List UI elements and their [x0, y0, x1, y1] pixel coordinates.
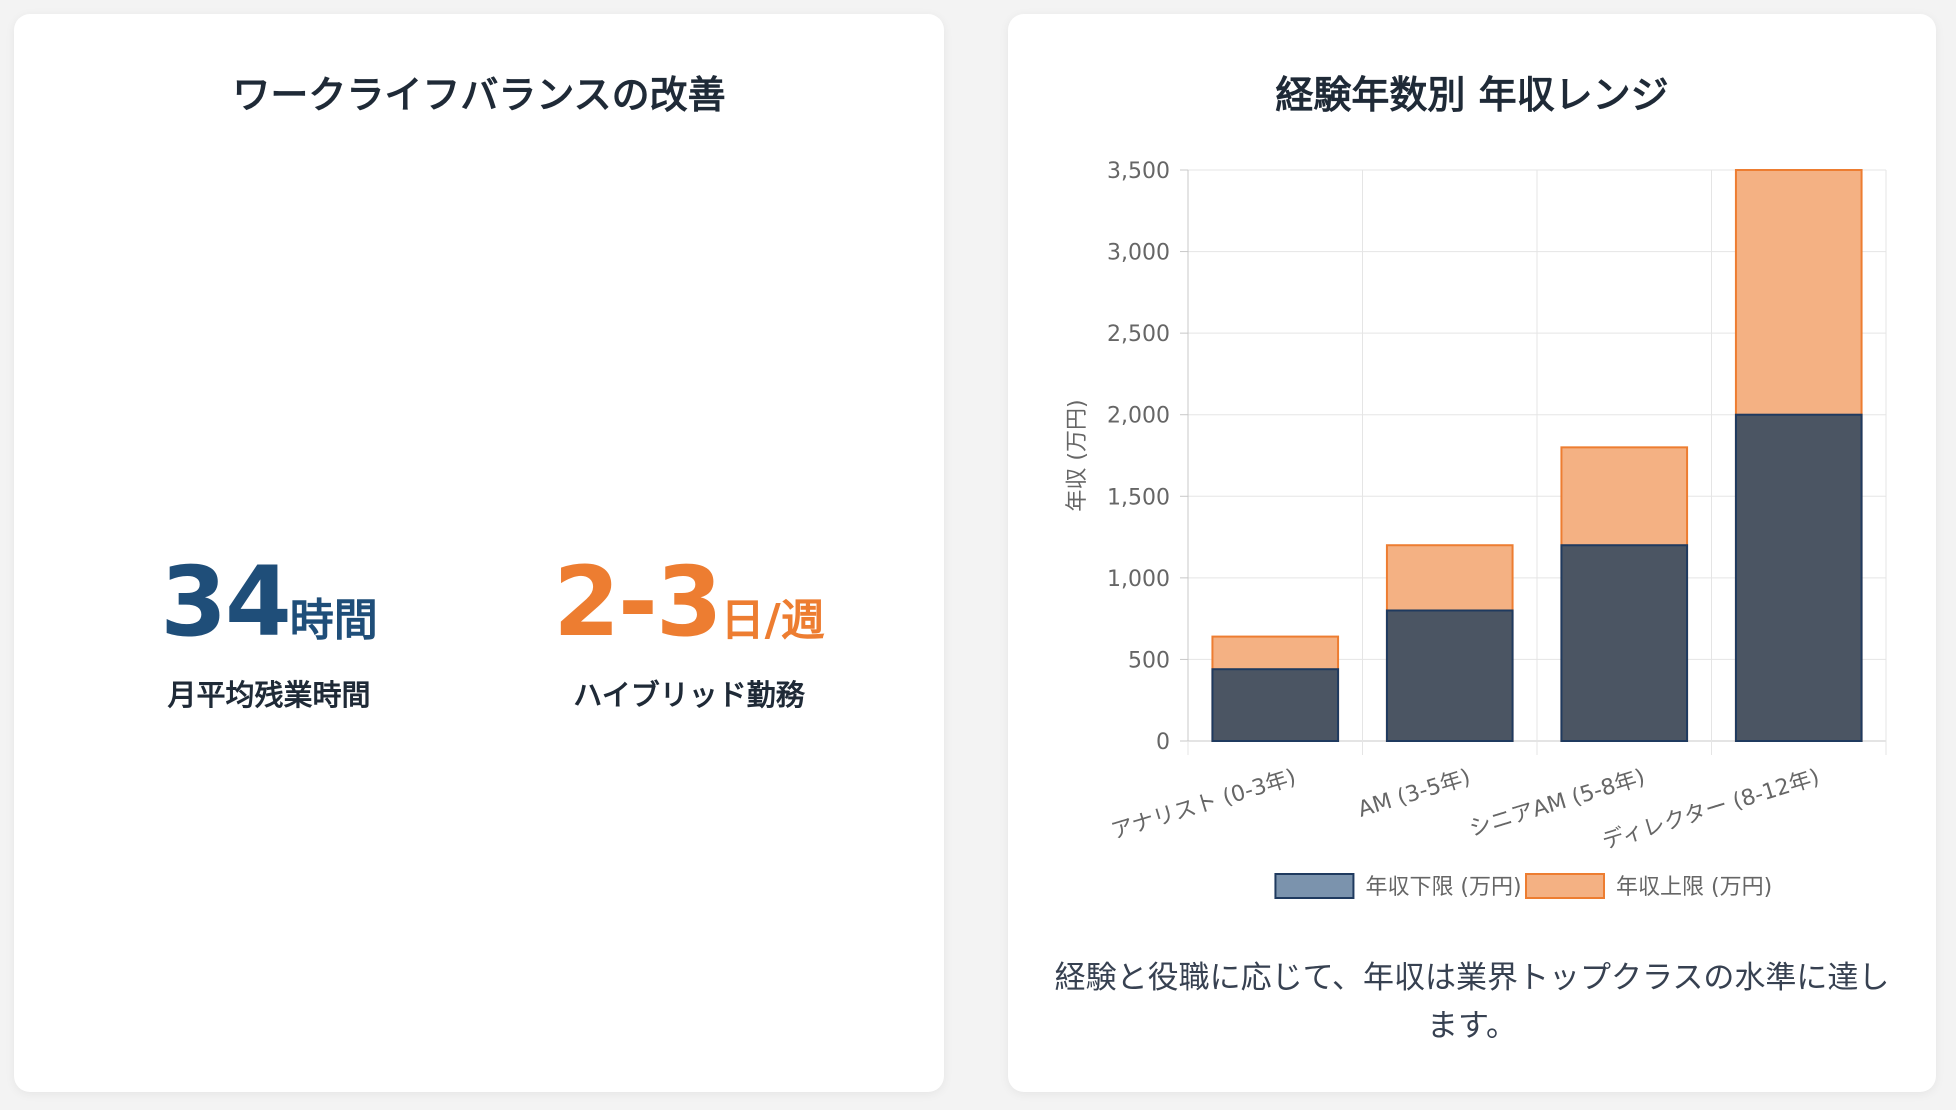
y-axis-title: 年収 (万円) [1065, 399, 1090, 511]
salary-range-card: 経験年数別 年収レンジ 0 500 1,000 1,500 2,000 2,500 3,00… [1008, 14, 1936, 1092]
hybrid-number: 2-3 [553, 546, 722, 658]
y-tick-label: 1,500 [1107, 485, 1170, 510]
legend-swatch-lower [1274, 873, 1355, 899]
y-tick-label: 3,500 [1107, 159, 1170, 184]
y-tick-label: 2,500 [1107, 322, 1170, 347]
hybrid-work-stat: 2-3日/週 ハイブリッド勤務 [514, 554, 864, 714]
overtime-stat-value: 34時間 [124, 554, 414, 650]
y-tick-label: 2,000 [1107, 404, 1170, 429]
bar-salary-lower [1211, 668, 1340, 743]
x-tick-label: アナリスト (0-3年) [1108, 765, 1299, 845]
hybrid-label: ハイブリッド勤務 [573, 678, 805, 712]
bar-salary-lower [1734, 413, 1863, 742]
overtime-unit: 時間 [289, 595, 378, 646]
overtime-number: 34 [160, 546, 292, 658]
salary-range-chart: 0 500 1,000 1,500 2,000 2,500 3,000 3,500 年収 (万円… [1065, 159, 1887, 900]
hybrid-unit: 日/週 [720, 595, 825, 646]
legend-swatch-upper [1525, 873, 1605, 899]
y-tick-label: 500 [1128, 648, 1170, 673]
hybrid-stat-value: 2-3日/週 [514, 554, 864, 650]
y-tick-label: 0 [1156, 730, 1170, 755]
work-life-balance-title: ワークライフバランスの改善 [232, 73, 726, 117]
y-tick-label: 3,000 [1107, 241, 1170, 266]
legend-label-lower: 年収下限 (万円) [1365, 875, 1521, 900]
work-life-balance-card: ワークライフバランスの改善 34時間 月平均残業時間 2-3日/週 ハイブリッド… [14, 14, 944, 1092]
overtime-label: 月平均残業時間 [167, 678, 371, 712]
bar-salary-lower [1385, 609, 1514, 742]
legend-label-upper: 年収上限 (万円) [1616, 875, 1772, 900]
salary-range-title: 経験年数別 年収レンジ [1275, 73, 1669, 117]
y-tick-label: 1,000 [1107, 567, 1170, 592]
chart-caption: 経験と役職に応じて、年収は業界トップクラスの水準に達します。 [1054, 960, 1890, 1044]
bar-salary-lower [1560, 544, 1689, 742]
x-tick-label: AM (3-5年) [1355, 765, 1473, 823]
overtime-stat: 34時間 月平均残業時間 [124, 554, 414, 714]
